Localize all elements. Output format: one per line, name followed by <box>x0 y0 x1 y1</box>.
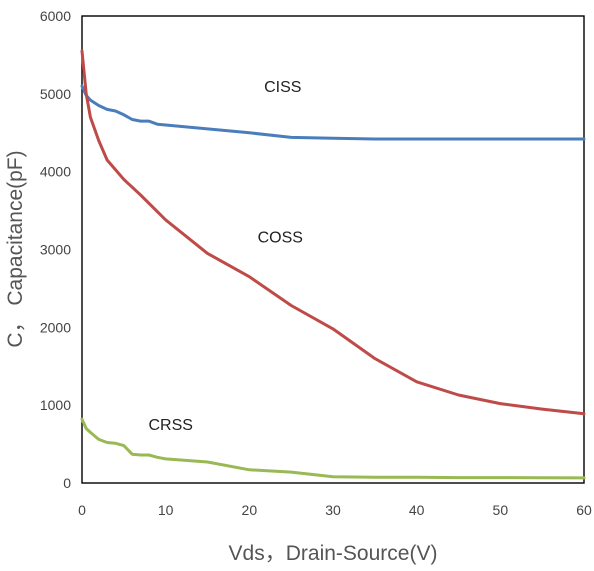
y-axis-title: C， Capacitance(pF) <box>4 150 27 347</box>
crss-label-background <box>140 409 201 436</box>
series-annotations: CISS COSS CRSS <box>140 72 313 436</box>
y-tick-label: 6000 <box>40 8 71 24</box>
x-tick-label: 0 <box>78 502 86 518</box>
x-tick-label: 30 <box>325 502 341 518</box>
crss-line <box>80 417 586 480</box>
coss-line <box>80 49 586 416</box>
y-tick-label: 1000 <box>40 397 71 413</box>
x-tick-label: 10 <box>158 502 174 518</box>
x-tick-label: 60 <box>576 502 592 518</box>
x-tick-labels: 0 10 20 30 40 50 60 <box>78 502 592 518</box>
y-tick-label: 2000 <box>40 319 71 335</box>
x-tick-label: 50 <box>493 502 509 518</box>
crss-label: CRSS <box>148 417 192 434</box>
y-tick-label: 3000 <box>40 242 71 258</box>
ciss-line <box>80 84 586 141</box>
x-tick-label: 40 <box>409 502 425 518</box>
x-axis-title: Vds，Drain-Source(V) <box>229 542 438 565</box>
coss-label-background <box>250 222 311 249</box>
ciss-label: CISS <box>264 79 301 96</box>
coss-label: COSS <box>258 229 303 246</box>
y-tick-labels: 0 1000 2000 3000 4000 5000 6000 <box>40 8 71 491</box>
ciss-label-background <box>252 72 313 99</box>
series-lines <box>80 49 586 480</box>
plot-frame <box>81 15 585 484</box>
y-tick-label: 0 <box>63 475 71 491</box>
y-tick-label: 4000 <box>40 164 71 180</box>
y-tick-label: 5000 <box>40 86 71 102</box>
x-tick-label: 20 <box>242 502 258 518</box>
